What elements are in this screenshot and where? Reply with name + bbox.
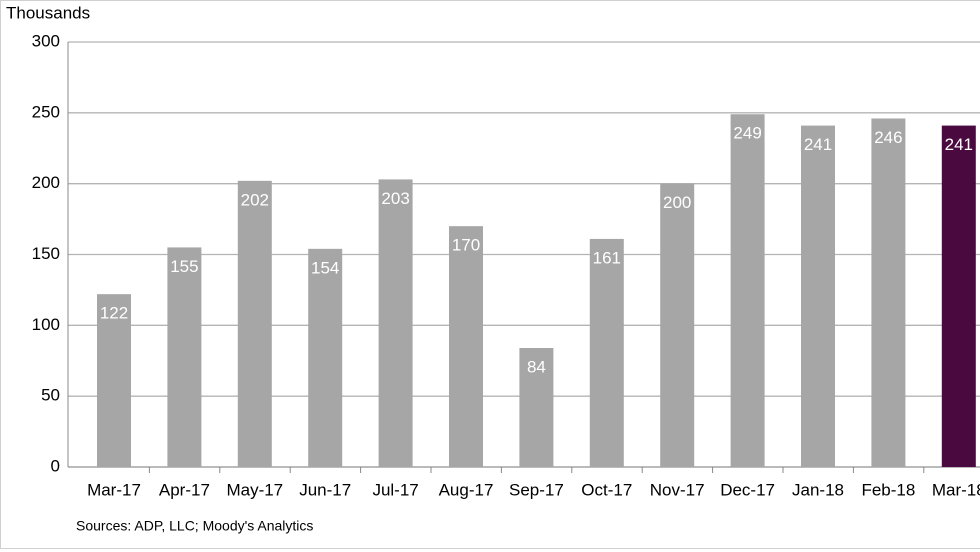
value-label: 170: [452, 236, 480, 255]
x-tick-label: May-17: [226, 480, 283, 499]
value-label: 203: [381, 189, 409, 208]
bar: [519, 348, 554, 467]
bar: [941, 125, 976, 467]
value-label: 241: [945, 135, 973, 154]
value-label: 249: [733, 124, 761, 143]
value-label: 84: [527, 357, 546, 376]
value-label: 154: [311, 258, 339, 277]
x-tick-label: Mar-18: [932, 480, 980, 499]
x-tick-label: Aug-17: [439, 480, 494, 499]
value-label: 200: [663, 193, 691, 212]
value-label: 202: [241, 190, 269, 209]
bar: [589, 238, 624, 467]
bar: [871, 118, 906, 467]
bar: [378, 179, 413, 467]
x-tick-label: Jan-18: [792, 480, 844, 499]
x-tick-label: Jul-17: [372, 480, 418, 499]
value-label: 246: [874, 128, 902, 147]
axis-label: Thousands: [6, 3, 90, 22]
bar: [167, 247, 202, 467]
value-label: 241: [804, 135, 832, 154]
bar: [97, 294, 131, 467]
x-tick-label: Nov-17: [650, 480, 705, 499]
x-tick-label: Sep-17: [509, 480, 564, 499]
x-tick-label: Mar-17: [87, 480, 141, 499]
value-label: 161: [593, 248, 621, 267]
y-tick-label: 300: [32, 31, 60, 50]
y-tick-label: 100: [32, 315, 60, 334]
x-tick-label: Apr-17: [159, 480, 210, 499]
y-tick-label: 200: [32, 173, 60, 192]
y-tick-label: 150: [32, 244, 60, 263]
x-tick-label: Feb-18: [861, 480, 915, 499]
value-label: 155: [170, 257, 198, 276]
bar: [449, 226, 483, 467]
x-tick-label: Dec-17: [720, 480, 775, 499]
y-tick-label: 250: [32, 102, 60, 121]
y-tick-label: 50: [41, 386, 60, 405]
value-label: 122: [100, 304, 128, 323]
source-note: Sources: ADP, LLC; Moody's Analytics: [76, 518, 313, 534]
bar: [801, 125, 835, 467]
x-tick-label: Oct-17: [581, 480, 632, 499]
bar: [308, 248, 343, 467]
bar: [660, 183, 695, 467]
y-tick-label: 0: [51, 456, 60, 475]
bar: [237, 180, 272, 468]
x-tick-label: Jun-17: [299, 480, 351, 499]
bar: [730, 114, 765, 467]
